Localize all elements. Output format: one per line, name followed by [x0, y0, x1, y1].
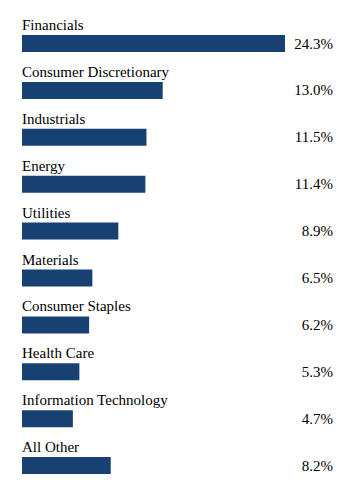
svg-text:Energy: Energy [22, 158, 66, 174]
svg-text:4.7%: 4.7% [302, 411, 333, 427]
svg-text:8.9%: 8.9% [302, 223, 333, 239]
svg-text:Health Care: Health Care [22, 345, 94, 361]
svg-text:11.4%: 11.4% [295, 176, 333, 192]
svg-text:Industrials: Industrials [22, 111, 85, 127]
svg-text:6.5%: 6.5% [302, 270, 333, 286]
svg-text:All Other: All Other [22, 439, 79, 455]
svg-text:13.0%: 13.0% [294, 82, 333, 98]
svg-text:Information Technology: Information Technology [22, 392, 168, 408]
svg-text:Utilities: Utilities [22, 205, 70, 221]
svg-text:6.2%: 6.2% [302, 317, 333, 333]
svg-text:Materials: Materials [22, 252, 79, 268]
svg-text:11.5%: 11.5% [295, 129, 333, 145]
svg-text:24.3%: 24.3% [294, 36, 333, 52]
svg-text:5.3%: 5.3% [302, 364, 333, 380]
svg-text:8.2%: 8.2% [302, 458, 333, 474]
svg-text:Consumer Staples: Consumer Staples [22, 298, 131, 314]
svg-text:Financials: Financials [22, 17, 84, 33]
svg-text:Consumer Discretionary: Consumer Discretionary [22, 64, 170, 80]
